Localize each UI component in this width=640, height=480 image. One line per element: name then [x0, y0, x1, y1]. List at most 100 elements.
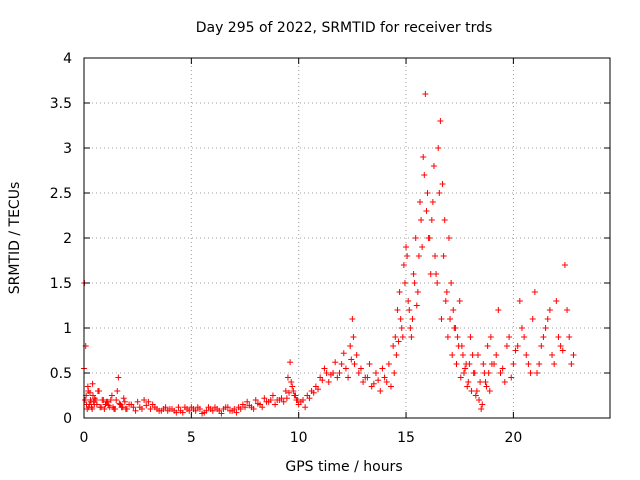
data-point — [151, 404, 158, 411]
data-point — [287, 359, 294, 366]
y-tick-labels: 0 0.5 1 1.5 2 2.5 3 3.5 4 — [50, 51, 72, 427]
data-point — [297, 398, 304, 405]
data-point — [289, 383, 296, 390]
data-point — [116, 400, 123, 407]
data-point — [393, 352, 400, 358]
data-point — [325, 379, 332, 385]
data-point — [113, 397, 120, 403]
data-point — [160, 406, 167, 412]
data-point — [477, 379, 484, 385]
data-point — [478, 406, 485, 412]
x-tick-label: 0 — [80, 430, 89, 446]
data-point — [126, 401, 133, 408]
data-point — [411, 280, 418, 286]
data-point — [242, 404, 249, 411]
data-point — [432, 253, 439, 259]
data-point — [546, 307, 553, 313]
data-point — [383, 379, 390, 385]
data-point — [186, 407, 193, 414]
data-point — [448, 280, 455, 286]
y-tick-label: 3.5 — [50, 96, 72, 112]
data-point — [147, 406, 154, 412]
data-point — [175, 404, 182, 411]
data-point — [395, 338, 402, 345]
data-point — [503, 343, 510, 349]
data-point — [447, 316, 454, 322]
data-point — [536, 361, 543, 367]
data-point — [385, 361, 392, 367]
data-point — [451, 325, 458, 331]
data-point — [101, 406, 108, 412]
x-tick-label: 20 — [504, 430, 522, 446]
data-point — [461, 370, 468, 376]
data-point — [450, 307, 457, 313]
data-point — [391, 370, 398, 376]
data-point — [469, 352, 476, 358]
data-point — [114, 388, 121, 394]
data-point — [570, 352, 577, 358]
data-point — [87, 389, 94, 396]
data-point — [357, 365, 364, 372]
data-point — [400, 262, 407, 268]
data-point — [455, 343, 462, 349]
data-point — [207, 406, 214, 412]
data-point — [244, 398, 251, 405]
data-point — [103, 398, 110, 405]
data-point — [286, 389, 293, 396]
data-point — [441, 217, 448, 223]
data-point — [540, 334, 547, 340]
data-point — [89, 380, 96, 387]
data-point — [263, 398, 270, 405]
data-point — [156, 407, 163, 414]
data-point — [220, 406, 227, 412]
data-point — [466, 361, 473, 367]
y-axis-label: SRMTID / TECUs — [7, 182, 23, 295]
data-point — [342, 365, 349, 372]
data-point — [366, 361, 373, 367]
data-point — [420, 154, 427, 160]
data-point — [132, 407, 139, 414]
data-point — [84, 383, 91, 390]
data-point — [252, 397, 259, 403]
data-point — [370, 380, 377, 387]
data-point — [425, 235, 432, 241]
data-point — [216, 407, 223, 414]
data-point — [351, 361, 358, 367]
data-point — [482, 379, 489, 385]
data-point — [523, 352, 530, 358]
data-point — [566, 334, 573, 340]
data-point — [445, 235, 452, 241]
data-point — [497, 370, 504, 376]
data-point — [416, 199, 423, 205]
data-point — [302, 404, 309, 411]
data-point — [412, 235, 419, 241]
data-point — [181, 404, 188, 411]
y-tick-label: 0.5 — [50, 366, 72, 382]
data-point — [203, 407, 210, 414]
data-point — [267, 397, 274, 403]
y-tick-label: 0 — [63, 411, 72, 427]
data-point — [568, 361, 575, 367]
data-point — [410, 271, 417, 277]
data-point — [485, 370, 492, 376]
data-point — [442, 298, 449, 304]
data-point — [435, 145, 442, 151]
data-point — [272, 401, 279, 408]
data-point — [130, 404, 137, 411]
data-point — [542, 325, 549, 331]
data-point — [516, 298, 523, 304]
grid — [84, 58, 610, 418]
data-point — [334, 374, 341, 381]
data-point — [121, 398, 128, 405]
data-point — [141, 397, 148, 403]
data-point — [224, 404, 231, 411]
ticks — [83, 57, 610, 419]
data-point — [423, 208, 430, 214]
data-point — [91, 401, 98, 408]
data-point — [415, 253, 422, 259]
data-point — [472, 392, 479, 399]
data-point — [122, 406, 129, 412]
data-point — [169, 406, 176, 412]
data-point — [438, 316, 445, 322]
